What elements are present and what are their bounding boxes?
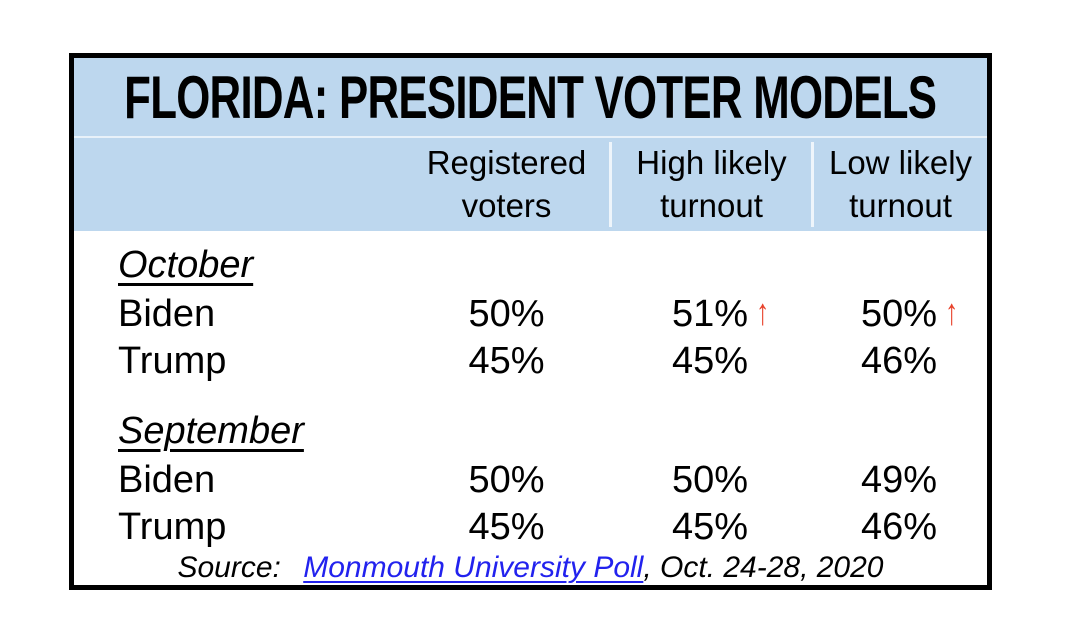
value-high-likely: 45%: [671, 340, 749, 382]
value-low-likely: 49%: [860, 459, 938, 501]
source-link[interactable]: Monmouth University Poll: [303, 551, 644, 584]
section-label-october: October: [118, 243, 254, 286]
table-row-september-biden: Biden 50% 50% 49%: [74, 457, 987, 504]
value-high-likely: 51% ↑: [671, 291, 770, 335]
source-suffix: , Oct. 24-28, 2020: [643, 551, 884, 584]
column-header-line: Low likely: [828, 143, 973, 181]
title-row: FLORIDA: PRESIDENT VOTER MODELS: [74, 58, 987, 138]
up-arrow-icon: ↑: [945, 291, 959, 333]
voter-models-table: FLORIDA: PRESIDENT VOTER MODELS Register…: [69, 53, 992, 590]
table-header-band: FLORIDA: PRESIDENT VOTER MODELS Register…: [74, 58, 987, 231]
value-low-likely: 50% ↑: [860, 291, 959, 335]
value-low-likely: 46%: [860, 340, 938, 382]
column-header-registered-voters: Registered voters: [404, 142, 609, 228]
value-low-likely: 46%: [860, 506, 938, 548]
candidate-name: Biden: [118, 459, 216, 501]
column-header-line: Registered: [426, 143, 587, 181]
table-row-october-trump: Trump 45% 45% 46%: [74, 338, 987, 385]
candidate-name: Trump: [118, 506, 227, 548]
value-registered: 50%: [468, 459, 545, 501]
value-registered: 45%: [468, 506, 545, 548]
table-row-september-trump: Trump 45% 45% 46%: [74, 504, 987, 551]
table-title: FLORIDA: PRESIDENT VOTER MODELS: [124, 63, 937, 131]
up-arrow-icon: ↑: [756, 291, 770, 333]
section-label-september: September: [118, 409, 304, 452]
value-registered: 50%: [468, 293, 545, 335]
candidate-name: Biden: [118, 293, 216, 335]
column-header-line: High likely: [636, 143, 787, 181]
value-high-likely: 50%: [671, 459, 749, 501]
candidate-name: Trump: [118, 340, 227, 382]
section-row-october: October: [74, 239, 987, 291]
value-high-likely: 45%: [671, 506, 749, 548]
source-prefix: Source:: [177, 551, 290, 584]
column-header-line: turnout: [660, 186, 763, 224]
table-row-october-biden: Biden 50% 51% ↑ 50% ↑: [74, 291, 987, 338]
column-header-line: turnout: [849, 186, 952, 224]
source-line: Source: Monmouth University Poll , Oct. …: [74, 551, 987, 585]
column-header-row: Registered voters High likely turnout Lo…: [74, 138, 987, 231]
value-registered: 45%: [468, 340, 545, 382]
column-header-low-likely-turnout: Low likely turnout: [811, 141, 987, 228]
section-row-september: September: [74, 405, 987, 457]
table-body: October Biden 50% 51% ↑ 50% ↑ Trump 45% 45…: [74, 231, 987, 551]
column-header-high-likely-turnout: High likely turnout: [609, 141, 811, 228]
column-header-line: voters: [461, 186, 552, 224]
